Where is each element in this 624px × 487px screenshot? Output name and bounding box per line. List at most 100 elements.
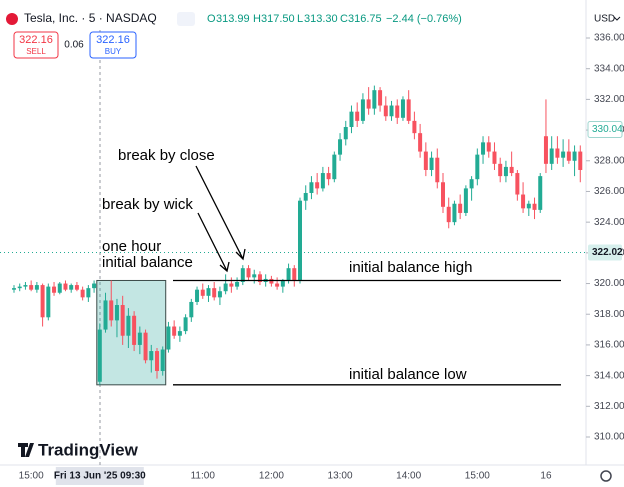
candle-body <box>46 286 51 318</box>
candle-body <box>332 154 337 180</box>
candle-body <box>366 99 371 109</box>
candle-body <box>423 151 428 170</box>
candle-body <box>338 139 343 155</box>
candle-body <box>166 326 171 350</box>
candle-body <box>389 105 394 117</box>
candle-body <box>212 288 217 298</box>
candle-body <box>103 300 108 330</box>
annotation: one hour <box>102 238 161 255</box>
candle-body <box>452 203 457 223</box>
candle-body <box>418 133 423 152</box>
candle-body <box>126 315 131 336</box>
candle-body <box>12 288 16 290</box>
sell-label: SELL <box>26 47 46 56</box>
candle-body <box>74 285 79 290</box>
candle-body <box>120 305 125 336</box>
candle-body <box>177 331 182 336</box>
buy-button[interactable] <box>89 31 137 59</box>
candle-body <box>34 285 39 290</box>
candle-body <box>315 182 320 189</box>
candle-body <box>303 192 308 201</box>
ohlc-low: 313.30 <box>304 13 338 25</box>
candle-body <box>86 288 91 298</box>
candle-body <box>269 278 274 284</box>
ohlc-close: 316.75 <box>348 13 382 25</box>
visibility-toggle[interactable] <box>177 12 195 26</box>
y-tick-label: 316.00 <box>594 340 624 351</box>
candle-body <box>578 151 583 170</box>
candle-body <box>469 179 474 189</box>
candle-body <box>521 194 526 209</box>
candle-body <box>566 151 571 161</box>
candle-body <box>200 289 205 296</box>
candle-body <box>229 283 234 287</box>
candle-body <box>383 105 388 117</box>
plot <box>0 85 586 386</box>
currency[interactable]: USD <box>594 14 615 25</box>
last-price-box <box>587 120 623 138</box>
candle-body <box>252 274 257 278</box>
candle-body <box>275 283 280 287</box>
candle-body <box>555 148 560 158</box>
sell-price: 322.16 <box>19 34 53 46</box>
candle-body <box>246 268 251 278</box>
x-label-highlight <box>55 467 144 485</box>
sell-button[interactable] <box>13 31 59 59</box>
x-tick-label: 12:00 <box>259 471 284 482</box>
candle-body <box>52 286 57 293</box>
candle-body <box>155 351 159 372</box>
annotation: initial balance <box>102 254 193 271</box>
candle-body <box>114 305 119 321</box>
candle-body <box>137 332 142 345</box>
buy-label: BUY <box>105 47 122 56</box>
x-tick-label: Fri 13 Jun '25 09:30 <box>54 471 146 482</box>
candle-body <box>132 315 137 345</box>
candle-body <box>543 136 548 164</box>
candle-body <box>475 154 480 180</box>
initial-balance-box <box>96 279 167 386</box>
crosshair-price-label: 322.02 <box>592 247 623 258</box>
candle-body <box>223 283 228 292</box>
candle-body <box>23 285 28 287</box>
candle-body <box>532 203 537 210</box>
candle-body <box>143 332 148 361</box>
candle-body <box>498 163 503 177</box>
ohlc-o-label: O <box>207 13 216 25</box>
y-tick-label: 314.00 <box>594 370 624 381</box>
y-tick-label: 324.00 <box>594 217 624 228</box>
candle-body <box>92 283 97 289</box>
brand-logo <box>18 443 34 457</box>
candle-body <box>189 301 194 318</box>
candle-body <box>286 268 291 281</box>
candle-body <box>320 173 325 189</box>
ohlc-high: 317.50 <box>261 13 295 25</box>
candle-body <box>372 90 377 109</box>
candle-body <box>515 173 520 195</box>
candle-body <box>441 182 445 207</box>
buy-price: 322.16 <box>96 34 130 46</box>
ohlc-h-label: H <box>253 13 261 25</box>
candle-body <box>355 111 360 121</box>
y-tick-label: 336.00 <box>594 33 624 44</box>
candle-body <box>429 157 434 170</box>
candle-body <box>343 127 348 140</box>
candle-body <box>549 148 554 164</box>
annotation: initial balance high <box>349 259 472 276</box>
symbol-logo <box>6 13 18 25</box>
candle-body <box>160 349 165 372</box>
x-tick-label: 14:00 <box>396 471 421 482</box>
currency-dropdown[interactable] <box>613 16 621 21</box>
candle-body <box>509 166 514 174</box>
candle-body <box>217 291 222 298</box>
ohlc-change: −2.44 (−0.76%) <box>386 13 462 25</box>
candle-body <box>309 182 314 193</box>
candle-body <box>29 285 34 290</box>
candle-body <box>63 283 68 290</box>
x-tick-label: 15:00 <box>465 471 490 482</box>
candle-body <box>526 203 531 209</box>
ohlc-l-label: L <box>297 13 303 25</box>
settings-button[interactable] <box>600 470 612 482</box>
candle-body <box>292 268 297 281</box>
y-tick-label: 332.00 <box>594 94 624 105</box>
